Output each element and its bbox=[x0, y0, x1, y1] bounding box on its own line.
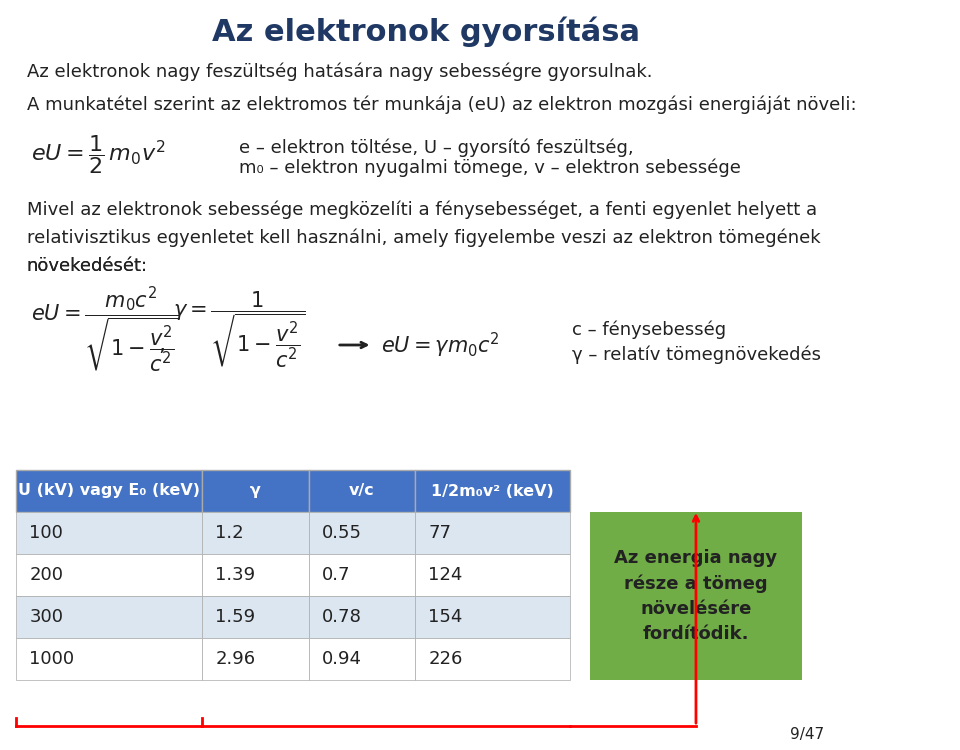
Text: 1.59: 1.59 bbox=[215, 608, 255, 626]
Text: 300: 300 bbox=[29, 608, 63, 626]
Text: 0.78: 0.78 bbox=[322, 608, 362, 626]
Bar bbox=[415, 554, 570, 596]
Text: Mivel az elektronok sebessége megközelíti a fénysebességet, a fenti egyenlet hel: Mivel az elektronok sebessége megközelít… bbox=[27, 201, 817, 219]
Text: m₀ – elektron nyugalmi tömege, v – elektron sebessége: m₀ – elektron nyugalmi tömege, v – elekt… bbox=[239, 159, 741, 177]
Text: $\gamma = \dfrac{1}{\sqrt{1 - \dfrac{v^2}{c^2}}}$: $\gamma = \dfrac{1}{\sqrt{1 - \dfrac{v^2… bbox=[173, 290, 306, 370]
Bar bbox=[308, 512, 415, 554]
Text: 1/2m₀v² (keV): 1/2m₀v² (keV) bbox=[431, 484, 554, 499]
Text: 1.39: 1.39 bbox=[215, 566, 255, 584]
Text: Az energia nagy
része a tömeg
növelésére
fordítódik.: Az energia nagy része a tömeg növelésére… bbox=[614, 549, 778, 643]
Text: 2.96: 2.96 bbox=[215, 650, 255, 668]
Bar bbox=[308, 554, 415, 596]
Text: γ – relatív tömegnövekedés: γ – relatív tömegnövekedés bbox=[572, 346, 821, 364]
Text: növekedését:: növekedését: bbox=[27, 257, 148, 275]
Text: γ: γ bbox=[250, 484, 261, 499]
Text: növekedését:: növekedését: bbox=[27, 257, 148, 275]
Text: A munkatétel szerint az elektromos tér munkája (eU) az elektron mozgási energiáj: A munkatétel szerint az elektromos tér m… bbox=[27, 96, 856, 114]
Text: 100: 100 bbox=[29, 524, 63, 542]
Text: 0.55: 0.55 bbox=[322, 524, 362, 542]
Text: 200: 200 bbox=[29, 566, 63, 584]
Text: 1000: 1000 bbox=[29, 650, 74, 668]
Text: $eU = \dfrac{m_0 c^2}{\sqrt{1 - \dfrac{v^2}{c^2}}}$: $eU = \dfrac{m_0 c^2}{\sqrt{1 - \dfrac{v… bbox=[31, 286, 180, 374]
Text: ,: , bbox=[157, 335, 165, 355]
Text: v/c: v/c bbox=[348, 484, 374, 499]
Text: 0.94: 0.94 bbox=[322, 650, 362, 668]
Bar bbox=[203, 512, 308, 554]
Bar bbox=[308, 470, 415, 512]
Bar bbox=[16, 638, 203, 680]
Text: 0.7: 0.7 bbox=[322, 566, 350, 584]
Text: Az elektronok nagy feszültség hatására nagy sebességre gyorsulnak.: Az elektronok nagy feszültség hatására n… bbox=[27, 63, 652, 81]
Bar bbox=[415, 470, 570, 512]
Bar bbox=[16, 470, 203, 512]
Text: e – elektron töltése, U – gyorsító feszültség,: e – elektron töltése, U – gyorsító feszü… bbox=[239, 139, 634, 158]
Text: 1.2: 1.2 bbox=[215, 524, 244, 542]
Bar bbox=[16, 512, 203, 554]
Bar bbox=[415, 638, 570, 680]
Text: 124: 124 bbox=[428, 566, 463, 584]
Bar bbox=[203, 470, 308, 512]
Text: relativisztikus egyenletet kell használni, amely figyelembe veszi az elektron tö: relativisztikus egyenletet kell használn… bbox=[27, 229, 820, 248]
Bar bbox=[203, 596, 308, 638]
Text: 226: 226 bbox=[428, 650, 463, 668]
Bar bbox=[415, 512, 570, 554]
Text: 9/47: 9/47 bbox=[790, 728, 825, 742]
Text: 77: 77 bbox=[428, 524, 451, 542]
Bar bbox=[203, 638, 308, 680]
Text: $eU = \gamma m_0 c^2$: $eU = \gamma m_0 c^2$ bbox=[381, 331, 500, 359]
Bar bbox=[308, 638, 415, 680]
Text: c – fénysebesség: c – fénysebesség bbox=[572, 321, 726, 339]
Text: 154: 154 bbox=[428, 608, 463, 626]
Text: U (kV) vagy E₀ (keV): U (kV) vagy E₀ (keV) bbox=[18, 484, 200, 499]
Bar bbox=[308, 596, 415, 638]
Bar bbox=[415, 596, 570, 638]
Bar bbox=[16, 596, 203, 638]
Text: Az elektronok gyorsítása: Az elektronok gyorsítása bbox=[211, 16, 639, 47]
Bar bbox=[16, 554, 203, 596]
Bar bbox=[203, 554, 308, 596]
Bar bbox=[589, 512, 803, 680]
Text: $eU = \dfrac{1}{2}\,m_0 v^2$: $eU = \dfrac{1}{2}\,m_0 v^2$ bbox=[31, 134, 165, 176]
